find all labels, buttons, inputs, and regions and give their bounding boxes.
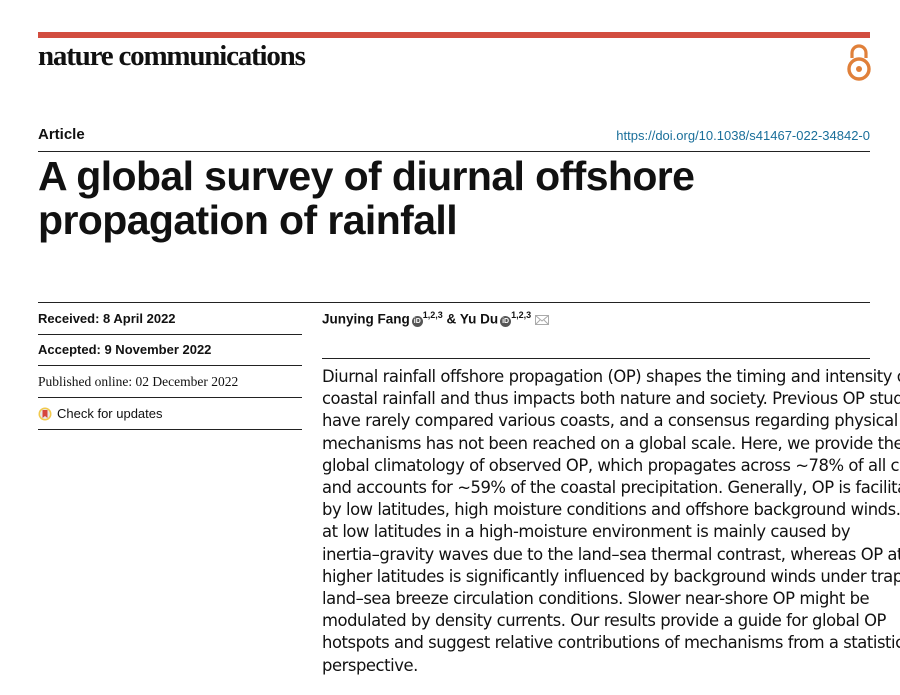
divider — [38, 429, 302, 430]
abstract-line: mechanisms has not been reached on a glo… — [322, 433, 900, 453]
received-date: Received: 8 April 2022 — [38, 311, 176, 326]
abstract-line: higher latitudes is significantly influe… — [322, 566, 900, 586]
open-access-icon — [847, 44, 871, 81]
check-updates-icon — [38, 407, 52, 420]
abstract-line: and accounts for ~59% of the coastal pre… — [322, 478, 900, 498]
abstract-line: perspective. — [322, 655, 418, 675]
divider — [322, 358, 870, 359]
divider — [38, 302, 870, 303]
abstract-line: coastal rainfall and thus impacts both n… — [322, 389, 900, 409]
divider — [38, 397, 302, 398]
abstract-line: Diurnal rainfall offshore propagation (O… — [322, 367, 900, 386]
abstract-line: modulated by density currents. Our resul… — [322, 611, 886, 631]
divider — [38, 151, 870, 152]
journal-color-bar — [38, 32, 870, 38]
abstract-line: have rarely compared various coasts, and… — [322, 411, 898, 431]
orcid-icon[interactable]: iD — [500, 315, 512, 327]
article-type: Article — [38, 126, 85, 143]
email-icon[interactable] — [534, 314, 549, 325]
title-line: A global survey of diurnal offshore — [38, 153, 695, 199]
orcid-icon[interactable]: iD — [411, 315, 423, 327]
published-date: Published online: 02 December 2022 — [38, 374, 239, 389]
abstract-line: hotspots and suggest relative contributi… — [322, 633, 900, 653]
abstract-line: land–sea breeze circulation conditions. … — [322, 589, 870, 609]
abstract-line: at low latitudes in a high-moisture envi… — [322, 522, 851, 542]
accepted-date: Accepted: 9 November 2022 — [38, 342, 212, 357]
author-name[interactable]: Junying Fang — [322, 311, 410, 327]
abstract-line: inertia–gravity waves due to the land–se… — [322, 544, 900, 564]
author-affiliation: 1,2,3 — [511, 310, 532, 320]
abstract: Diurnal rainfall offshore propagation (O… — [322, 366, 900, 677]
divider — [38, 334, 302, 335]
title-line: propagation of rainfall — [38, 197, 458, 243]
author-name[interactable]: Yu Du — [459, 311, 499, 327]
check-updates-label: Check for updates — [57, 406, 163, 421]
author-list: Junying Fang iD1,2,3 & Yu Du iD1,2,3 — [322, 310, 549, 327]
journal-logo[interactable]: nature communications — [38, 40, 306, 72]
author-separator: & — [446, 311, 457, 327]
divider — [38, 365, 302, 366]
abstract-line: global climatology of observed OP, which… — [322, 455, 900, 475]
article-title: A global survey of diurnal offshore prop… — [38, 153, 695, 243]
doi-link[interactable]: https://doi.org/10.1038/s41467-022-34842… — [616, 128, 870, 143]
check-for-updates-button[interactable]: Check for updates — [38, 406, 163, 421]
author-affiliation: 1,2,3 — [422, 310, 443, 320]
abstract-line: by low latitudes, high moisture conditio… — [322, 500, 900, 520]
